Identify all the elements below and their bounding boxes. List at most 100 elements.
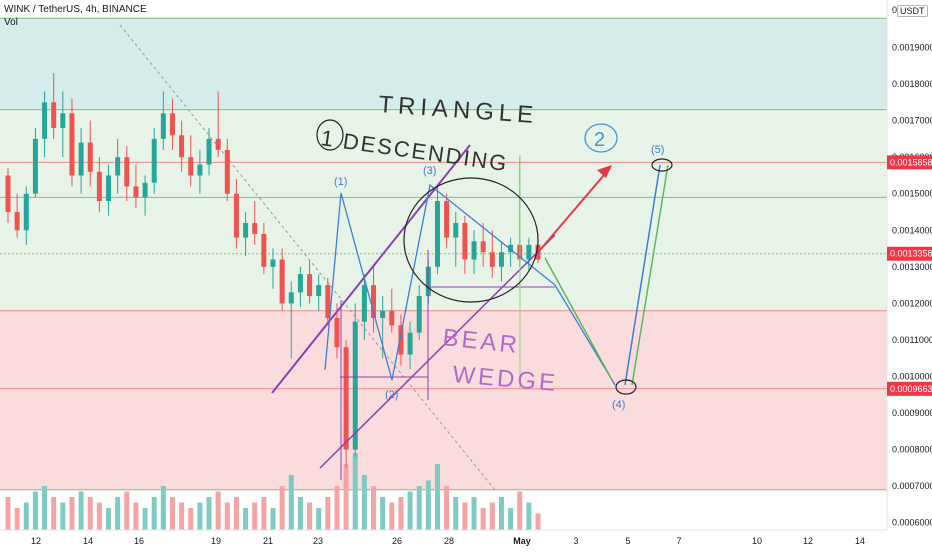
price-zones [0, 18, 887, 490]
price-tick: 0.0007000 [892, 481, 932, 491]
candle-body[interactable] [32, 138, 38, 194]
time-tick: 10 [752, 536, 762, 546]
candle-body[interactable] [361, 285, 367, 322]
zone-upper [0, 18, 887, 110]
volume-bar [206, 497, 212, 530]
candle-body[interactable] [398, 325, 404, 355]
candle-body[interactable] [233, 193, 239, 238]
candle-body[interactable] [371, 285, 377, 318]
candle-body[interactable] [508, 244, 514, 253]
candle-body[interactable] [179, 135, 185, 158]
red-up-arrow [539, 167, 611, 251]
volume-bar [60, 502, 66, 530]
time-tick: 12 [803, 536, 813, 546]
price-axis-bg [887, 0, 932, 550]
wave-5-green-arrow [631, 164, 669, 386]
candle-body[interactable] [279, 259, 285, 304]
volume-bar [489, 502, 495, 530]
volume-bar [434, 464, 440, 530]
time-tick: 23 [313, 536, 323, 546]
candle-body[interactable] [42, 102, 48, 139]
volume-bar [297, 497, 303, 530]
candle-body[interactable] [224, 149, 230, 194]
candle-body[interactable] [188, 157, 194, 176]
candle-body[interactable] [498, 252, 504, 267]
candle-body[interactable] [252, 222, 258, 234]
candle-body[interactable] [316, 285, 322, 297]
candle-body[interactable] [389, 310, 395, 326]
candle-body[interactable] [434, 201, 440, 267]
candle-body[interactable] [142, 182, 148, 198]
candle-body[interactable] [14, 212, 20, 231]
candle-body[interactable] [343, 347, 349, 450]
candle-body[interactable] [489, 252, 495, 267]
volume-bar [416, 486, 422, 530]
symbol-title: WINK / TetherUS, 4h, BINANCE [4, 4, 147, 15]
volume-bar [160, 486, 166, 530]
candle-body[interactable] [416, 296, 422, 333]
candle-body[interactable] [270, 259, 276, 267]
candle-body[interactable] [334, 318, 340, 348]
price-tick: 0.0008000 [892, 445, 932, 455]
candle-body[interactable] [169, 113, 175, 136]
volume-bar [517, 491, 523, 530]
candle-body[interactable] [407, 332, 413, 355]
candle-body[interactable] [5, 175, 11, 212]
candle-body[interactable] [124, 157, 130, 187]
candle-body[interactable] [160, 113, 166, 139]
time-tick: 21 [263, 536, 273, 546]
candle-body[interactable] [133, 186, 139, 198]
candle-body[interactable] [526, 244, 532, 260]
candle-body[interactable] [352, 321, 358, 450]
candle-body[interactable] [288, 292, 294, 304]
candle-body[interactable] [106, 175, 112, 202]
time-tick: 16 [134, 536, 144, 546]
volume-bar [78, 491, 84, 530]
candle-body[interactable] [453, 222, 459, 238]
candle-body[interactable] [60, 113, 66, 128]
candle-body[interactable] [206, 138, 212, 165]
candle-body[interactable] [23, 193, 29, 231]
volume-bar [389, 502, 395, 530]
candle-body[interactable] [87, 142, 93, 172]
volume-bar [5, 497, 11, 530]
price-tick: 0.0006000 [892, 518, 932, 528]
volume-bar [69, 497, 75, 530]
candle-body[interactable] [197, 164, 203, 176]
wave-label-3: (3) [423, 165, 436, 177]
candle-body[interactable] [480, 241, 486, 253]
price-tick: 0.0010000 [892, 371, 932, 381]
candle-body[interactable] [307, 274, 313, 297]
price-badges: 0.0015858 0.0013358 0.0009663 [887, 155, 932, 396]
volume-bar [279, 486, 285, 530]
candle-body[interactable] [69, 113, 75, 176]
volume-label: Vol [4, 17, 18, 28]
green-down-arrow [544, 257, 613, 381]
time-tick: 14 [83, 536, 93, 546]
candle-body[interactable] [96, 171, 102, 202]
candle-body[interactable] [380, 310, 386, 318]
currency-button[interactable]: USDT [897, 5, 928, 17]
volume-bar [371, 486, 377, 530]
horizontal-levels [0, 17, 887, 491]
candle-body[interactable] [297, 274, 303, 293]
elliott-wave-path [324, 183, 616, 386]
candle-body[interactable] [215, 138, 221, 150]
time-axis-ticks: 12 14 16 19 21 23 26 28 May 3 5 7 10 12 14 [31, 536, 865, 546]
candle-body[interactable] [78, 142, 84, 176]
volume-bar [462, 502, 468, 530]
candle-body[interactable] [471, 241, 477, 260]
candle-body[interactable] [444, 201, 450, 238]
circled-2-label: 2 [594, 129, 605, 151]
circled-1-ring [316, 119, 344, 151]
volume-bar [425, 480, 431, 530]
price-tick: 0.0011000 [892, 335, 932, 345]
candle-body[interactable] [462, 222, 468, 260]
candle-body[interactable] [115, 157, 121, 176]
candle-body[interactable] [151, 138, 157, 183]
candle-body[interactable] [243, 222, 249, 238]
candle-body[interactable] [325, 285, 331, 318]
candle-body[interactable] [51, 102, 57, 128]
candle-body[interactable] [261, 233, 267, 267]
